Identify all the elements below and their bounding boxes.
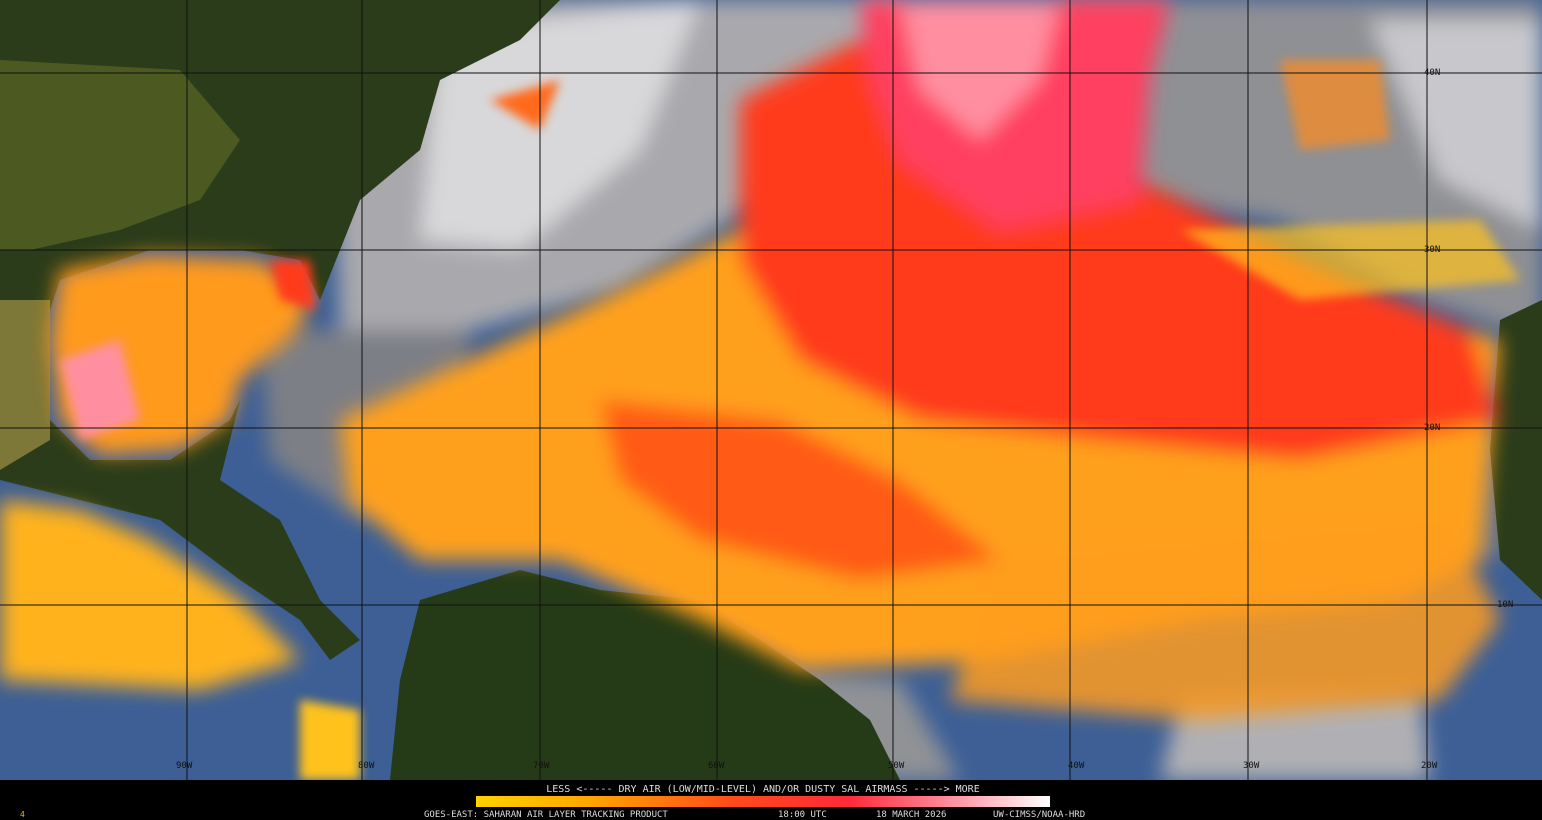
lat-label: 20N xyxy=(1424,423,1440,433)
legend-text: LESS <----- DRY AIR (LOW/MID-LEVEL) AND/… xyxy=(546,784,979,795)
date: 18 MARCH 2026 xyxy=(876,810,946,820)
lat-label: 10N xyxy=(1497,600,1513,610)
lon-label: 30W xyxy=(1243,761,1260,771)
lon-label: 90W xyxy=(176,761,193,771)
lon-label: 40W xyxy=(1068,761,1085,771)
lon-label: 20W xyxy=(1421,761,1438,771)
lat-label: 30N xyxy=(1424,245,1440,255)
credit: UW-CIMSS/NOAA-HRD xyxy=(993,810,1085,820)
grid xyxy=(0,0,1542,780)
lat-label: 40N xyxy=(1424,68,1440,78)
lon-label: 50W xyxy=(888,761,905,771)
lon-label: 60W xyxy=(708,761,725,771)
lon-label: 80W xyxy=(358,761,375,771)
time: 18:00 UTC xyxy=(778,810,827,820)
sal-speckle xyxy=(60,60,1520,780)
lon-label: 70W xyxy=(533,761,550,771)
color-scale xyxy=(476,796,1050,807)
sal-airmass xyxy=(0,0,1500,720)
frame-number: 4 xyxy=(20,810,25,819)
product-name: GOES-EAST: SAHARAN AIR LAYER TRACKING PR… xyxy=(424,810,668,820)
